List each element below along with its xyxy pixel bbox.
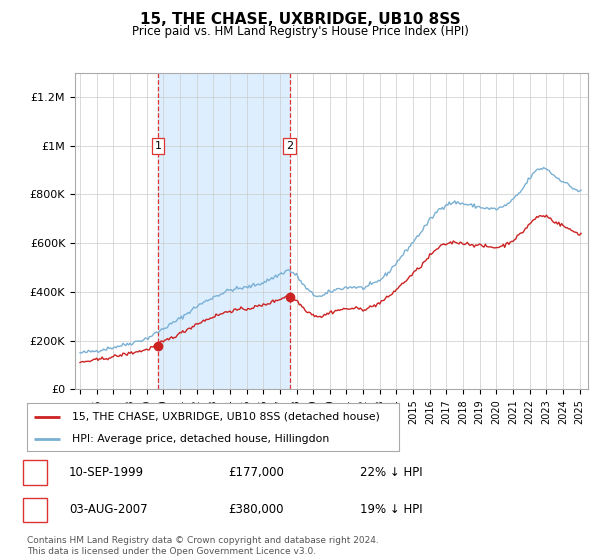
Bar [158, 73, 290, 389]
Text: 15, THE CHASE, UXBRIDGE, UB10 8SS: 15, THE CHASE, UXBRIDGE, UB10 8SS [140, 12, 460, 27]
Text: 1: 1 [31, 466, 38, 479]
Text: Contains HM Land Registry data © Crown copyright and database right 2024.
This d: Contains HM Land Registry data © Crown c… [27, 536, 379, 556]
Text: £380,000: £380,000 [228, 503, 284, 516]
Text: 03-AUG-2007: 03-AUG-2007 [69, 503, 148, 516]
Text: 2: 2 [31, 503, 38, 516]
Text: 2: 2 [286, 141, 293, 151]
Text: HPI: Average price, detached house, Hillingdon: HPI: Average price, detached house, Hill… [71, 434, 329, 444]
Text: 1: 1 [155, 141, 161, 151]
Text: 10-SEP-1999: 10-SEP-1999 [69, 466, 144, 479]
Text: Price paid vs. HM Land Registry's House Price Index (HPI): Price paid vs. HM Land Registry's House … [131, 25, 469, 38]
Text: 22% ↓ HPI: 22% ↓ HPI [360, 466, 422, 479]
Text: 19% ↓ HPI: 19% ↓ HPI [360, 503, 422, 516]
Text: 15, THE CHASE, UXBRIDGE, UB10 8SS (detached house): 15, THE CHASE, UXBRIDGE, UB10 8SS (detac… [71, 412, 380, 422]
Text: £177,000: £177,000 [228, 466, 284, 479]
